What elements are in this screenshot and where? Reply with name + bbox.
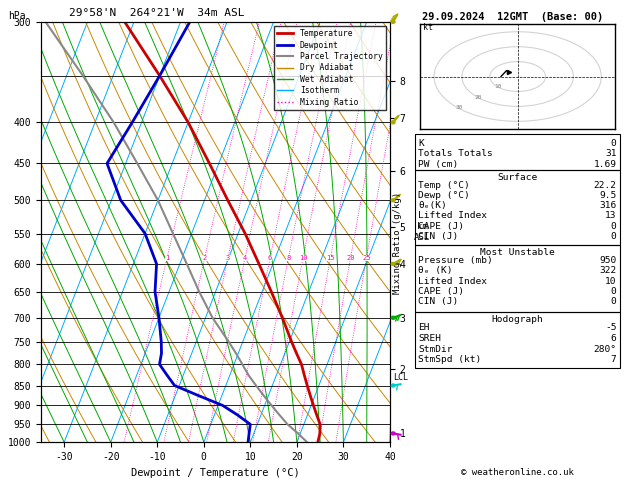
Text: Lifted Index: Lifted Index bbox=[418, 211, 487, 221]
Text: 950: 950 bbox=[599, 256, 616, 265]
Text: 25: 25 bbox=[362, 255, 370, 261]
Text: 29.09.2024  12GMT  (Base: 00): 29.09.2024 12GMT (Base: 00) bbox=[422, 12, 603, 22]
Text: 280°: 280° bbox=[593, 345, 616, 354]
Text: 0: 0 bbox=[611, 287, 616, 296]
Text: 316: 316 bbox=[599, 201, 616, 210]
Text: StmSpd (kt): StmSpd (kt) bbox=[418, 355, 482, 364]
Text: 13: 13 bbox=[605, 211, 616, 221]
Text: 10: 10 bbox=[299, 255, 308, 261]
Text: 322: 322 bbox=[599, 266, 616, 276]
Text: EH: EH bbox=[418, 323, 430, 332]
Text: CIN (J): CIN (J) bbox=[418, 232, 459, 241]
Y-axis label: km
ASL: km ASL bbox=[414, 223, 430, 242]
Text: 10: 10 bbox=[605, 277, 616, 286]
Text: 0: 0 bbox=[611, 297, 616, 306]
Text: -5: -5 bbox=[605, 323, 616, 332]
Legend: Temperature, Dewpoint, Parcel Trajectory, Dry Adiabat, Wet Adiabat, Isotherm, Mi: Temperature, Dewpoint, Parcel Trajectory… bbox=[274, 26, 386, 110]
Text: Lifted Index: Lifted Index bbox=[418, 277, 487, 286]
Text: © weatheronline.co.uk: © weatheronline.co.uk bbox=[460, 468, 574, 477]
Text: 15: 15 bbox=[326, 255, 335, 261]
Text: 10: 10 bbox=[494, 85, 502, 89]
Text: 1: 1 bbox=[165, 255, 169, 261]
Text: 6: 6 bbox=[268, 255, 272, 261]
Text: 20: 20 bbox=[475, 95, 482, 100]
Text: Surface: Surface bbox=[498, 173, 537, 182]
Text: Totals Totals: Totals Totals bbox=[418, 149, 493, 158]
Text: 31: 31 bbox=[605, 149, 616, 158]
Text: 7: 7 bbox=[611, 355, 616, 364]
Text: 20: 20 bbox=[346, 255, 355, 261]
Text: Pressure (mb): Pressure (mb) bbox=[418, 256, 493, 265]
Text: 29°58'N  264°21'W  34m ASL: 29°58'N 264°21'W 34m ASL bbox=[69, 8, 244, 18]
Text: θₑ (K): θₑ (K) bbox=[418, 266, 453, 276]
Text: Hodograph: Hodograph bbox=[491, 315, 543, 324]
Text: LCL: LCL bbox=[394, 373, 408, 382]
Text: Most Unstable: Most Unstable bbox=[480, 248, 555, 257]
Text: StmDir: StmDir bbox=[418, 345, 453, 354]
Text: Dewp (°C): Dewp (°C) bbox=[418, 191, 470, 200]
Text: 0: 0 bbox=[611, 139, 616, 148]
Text: 0: 0 bbox=[611, 232, 616, 241]
Text: SREH: SREH bbox=[418, 334, 442, 343]
Text: 8: 8 bbox=[286, 255, 291, 261]
Text: hPa: hPa bbox=[8, 11, 25, 21]
Text: CAPE (J): CAPE (J) bbox=[418, 222, 464, 231]
Text: Temp (°C): Temp (°C) bbox=[418, 181, 470, 190]
Text: PW (cm): PW (cm) bbox=[418, 160, 459, 169]
Text: 9.5: 9.5 bbox=[599, 191, 616, 200]
Text: 2: 2 bbox=[203, 255, 207, 261]
Text: 30: 30 bbox=[455, 105, 463, 110]
Text: K: K bbox=[418, 139, 424, 148]
Text: CIN (J): CIN (J) bbox=[418, 297, 459, 306]
Text: 0: 0 bbox=[611, 222, 616, 231]
X-axis label: Dewpoint / Temperature (°C): Dewpoint / Temperature (°C) bbox=[131, 468, 300, 478]
Text: CAPE (J): CAPE (J) bbox=[418, 287, 464, 296]
Text: 1.69: 1.69 bbox=[593, 160, 616, 169]
Text: Mixing Ratio (g/kg): Mixing Ratio (g/kg) bbox=[393, 192, 402, 294]
Text: 3: 3 bbox=[226, 255, 230, 261]
Text: 6: 6 bbox=[611, 334, 616, 343]
Text: 22.2: 22.2 bbox=[593, 181, 616, 190]
Text: θₑ(K): θₑ(K) bbox=[418, 201, 447, 210]
Text: 4: 4 bbox=[243, 255, 247, 261]
Text: kt: kt bbox=[423, 23, 433, 32]
